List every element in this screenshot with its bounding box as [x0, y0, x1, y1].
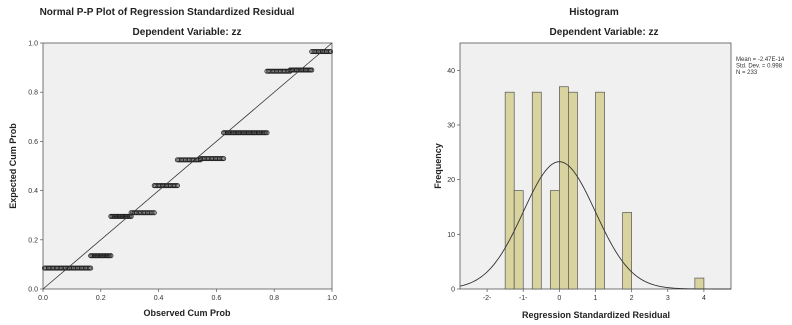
hist-bar — [504, 91, 515, 290]
hist-x-axis-label: Regression Standardized Residual — [522, 310, 670, 320]
hist-y-tick-label: 40 — [447, 68, 455, 75]
hist-bar — [531, 91, 542, 290]
hist-bar — [622, 212, 632, 290]
hist-y-tick-label: 10 — [447, 232, 455, 239]
pp-point — [264, 130, 270, 136]
pp-plot: Normal P-P Plot of Regression Standardiz… — [8, 7, 337, 318]
hist-bar — [549, 190, 560, 290]
hist-bar — [694, 277, 705, 290]
pp-point — [149, 210, 155, 216]
hist-x-tick-label: 2 — [630, 295, 634, 302]
pp-points — [41, 49, 334, 271]
hist-y-tick-label: 20 — [447, 177, 455, 184]
pp-y-tick-label: 0.4 — [28, 188, 38, 195]
pp-x-tick-label: 0.2 — [96, 295, 106, 302]
hist-bar — [559, 86, 569, 290]
pp-reference-line — [42, 42, 333, 290]
pp-y-tick-label: 0.8 — [28, 90, 38, 97]
pp-x-tick-label: 1.0 — [327, 295, 337, 302]
hist-x-tick-label: 3 — [666, 295, 670, 302]
pp-y-tick-label: 0.6 — [28, 139, 38, 146]
pp-point — [150, 210, 156, 216]
hist-x-tick-label: -2- — [483, 295, 492, 302]
pp-y-tick-label: 0.0 — [28, 287, 38, 294]
hist-normal-curve — [459, 161, 731, 290]
histogram: Histogram Dependent Variable: zz -2- -1- 0… — [433, 7, 785, 320]
hist-bars — [504, 86, 705, 290]
hist-y-axis-label: Frequency — [433, 143, 443, 189]
hist-y-tick-label: 30 — [447, 123, 455, 130]
pp-point — [108, 253, 114, 259]
pp-subtitle: Dependent Variable: zz — [133, 27, 242, 38]
pp-x-tick-label: 0.6 — [212, 295, 222, 302]
hist-x-tick-label: -1- — [519, 295, 528, 302]
pp-y-tick-label: 0.2 — [28, 237, 38, 244]
pp-point — [328, 49, 334, 55]
pp-point — [88, 265, 94, 271]
pp-y-axis-label: Expected Cum Prob — [8, 123, 18, 209]
hist-stat-line: N = 233 — [736, 70, 758, 76]
pp-x-tick-label: 0.4 — [154, 295, 164, 302]
hist-x-tick-label: 1 — [594, 295, 598, 302]
pp-point — [151, 210, 157, 216]
hist-title: Histogram — [569, 7, 619, 18]
pp-title: Normal P-P Plot of Regression Standardiz… — [40, 7, 295, 18]
hist-y-tick-label: 0 — [451, 287, 455, 294]
hist-stat-line: Std. Dev. = 0.998 — [736, 64, 783, 70]
pp-x-tick-label: 0.8 — [269, 295, 279, 302]
pp-point — [174, 183, 180, 189]
pp-x-tick-label: 0.0 — [38, 295, 48, 302]
pp-point — [219, 156, 225, 162]
hist-bar — [513, 190, 524, 290]
pp-y-tick-label: 1.0 — [28, 41, 38, 48]
pp-point — [221, 156, 227, 162]
hist-x-tick-label: 0 — [557, 295, 561, 302]
hist-stat-line: Mean = -2.47E-14 — [736, 57, 785, 63]
hist-subtitle: Dependent Variable: zz — [550, 27, 659, 38]
hist-x-tick-label: 4 — [702, 295, 706, 302]
hist-bar — [568, 91, 578, 290]
pp-x-axis-label: Observed Cum Prob — [143, 308, 231, 318]
pp-point — [173, 183, 179, 189]
pp-ticks: 0.0 0.2 0.4 0.6 0.8 1.0 0.0 0.2 0.4 0.6 0.8 1.0 — [28, 41, 337, 303]
pp-point — [218, 156, 224, 162]
pp-point — [172, 183, 178, 189]
hist-bar — [595, 91, 605, 290]
pp-point — [309, 67, 315, 73]
